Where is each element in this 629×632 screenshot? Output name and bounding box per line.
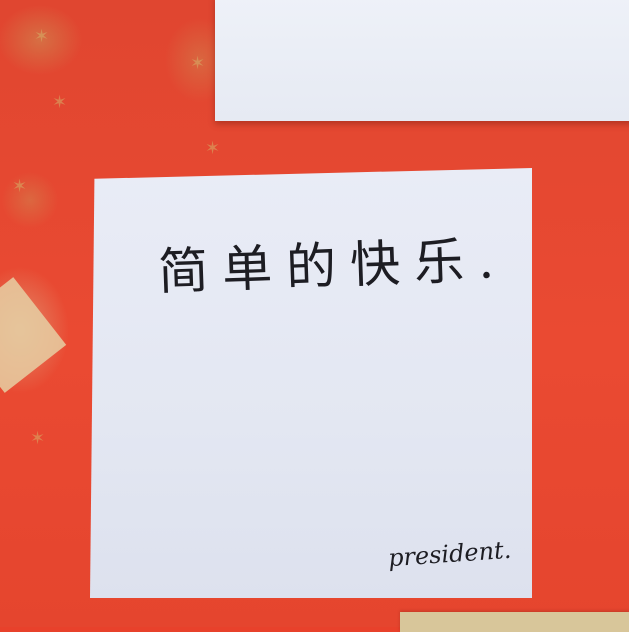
sticky-note-bottom xyxy=(400,612,629,632)
handwritten-signature: president. xyxy=(387,535,513,573)
handwritten-message: 简单的快乐. xyxy=(157,230,509,302)
gold-star-icon: ✶ xyxy=(52,92,68,113)
sticky-note-main: 简单的快乐. president. xyxy=(90,168,532,598)
gold-star-icon: ✶ xyxy=(190,53,206,74)
sticky-note-top xyxy=(215,0,629,121)
gold-star-icon: ✶ xyxy=(205,138,221,159)
gold-star-icon: ✶ xyxy=(30,428,46,449)
gold-star-icon: ✶ xyxy=(12,176,28,197)
gold-star-icon: ✶ xyxy=(34,26,50,47)
